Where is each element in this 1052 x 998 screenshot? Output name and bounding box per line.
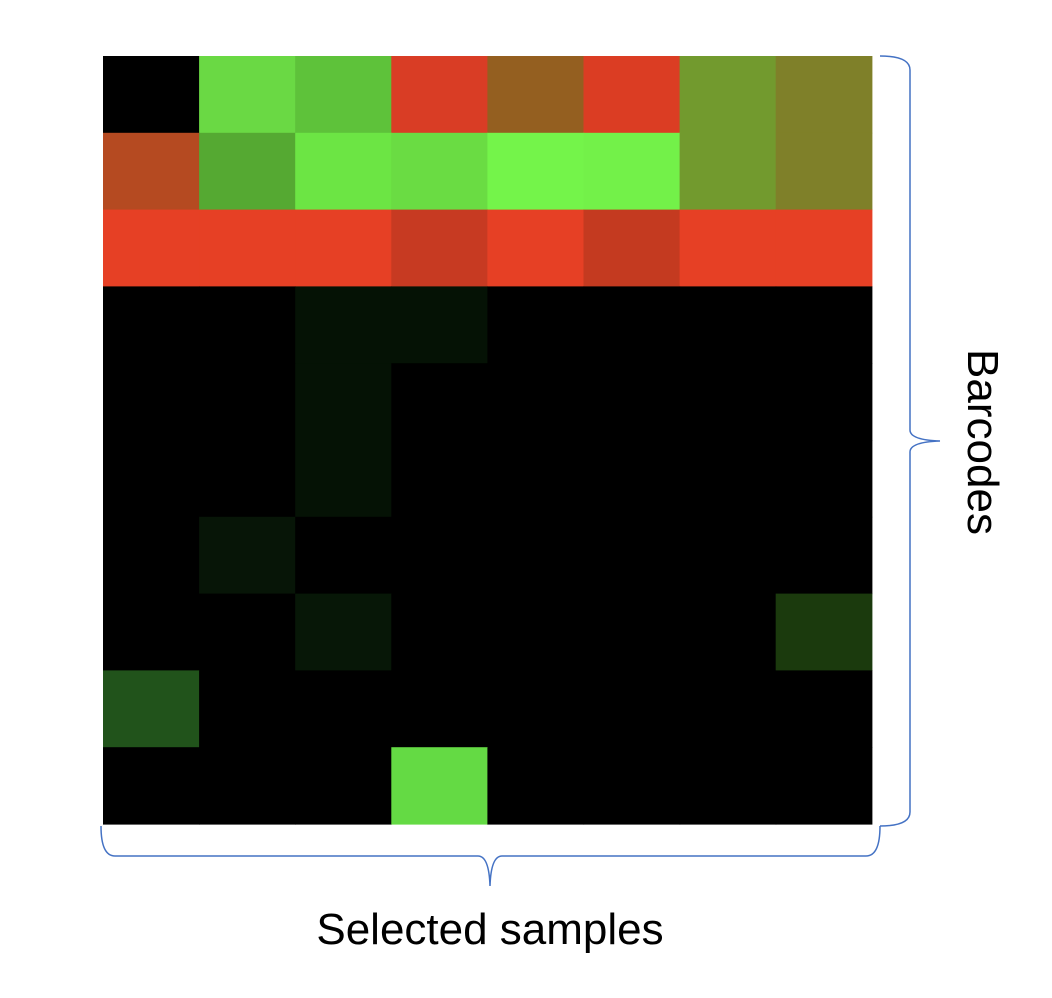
heatmap-cell-r6-c6 — [583, 440, 681, 518]
heatmap-cell-r6-c4 — [391, 440, 488, 518]
heatmap-cell-r2-c2 — [199, 132, 296, 211]
heatmap-cell-r8-c3 — [295, 593, 392, 671]
heatmap-cell-r10-c6 — [583, 747, 681, 825]
heatmap-cell-r7-c2 — [199, 516, 296, 595]
heatmap-cell-r6-c8 — [775, 440, 873, 518]
heatmap-cell-r9-c6 — [583, 670, 681, 748]
heatmap-cell-r5-c8 — [775, 363, 873, 441]
heatmap-cell-r10-c3 — [295, 747, 392, 825]
heatmap-cell-r8-c2 — [199, 593, 296, 671]
x-axis-label: Selected samples — [316, 905, 664, 954]
heatmap-cell-r10-c2 — [199, 747, 296, 825]
heatmap-cell-r2-c5 — [487, 132, 585, 211]
heatmap-cell-r7-c5 — [487, 516, 585, 595]
heatmap-cell-r7-c7 — [679, 516, 777, 595]
heatmap-cell-r6-c7 — [679, 440, 777, 518]
heatmap-cell-r6-c5 — [487, 440, 585, 518]
heatmap-cell-r4-c8 — [775, 286, 873, 364]
heatmap-cell-r1-c4 — [391, 56, 488, 134]
heatmap-cell-r1-c3 — [295, 56, 392, 134]
heatmap-cell-r4-c5 — [487, 286, 585, 364]
heatmap-cell-r5-c1 — [103, 363, 200, 441]
heatmap-cell-r2-c6 — [583, 132, 681, 211]
heatmap-cell-r7-c1 — [103, 516, 200, 595]
heatmap-cell-r10-c5 — [487, 747, 585, 825]
heatmap-cell-r3-c4 — [391, 209, 488, 287]
heatmap-cell-r4-c1 — [103, 286, 200, 364]
heatmap-cell-r8-c6 — [583, 593, 681, 671]
heatmap-cell-r7-c8 — [775, 516, 873, 595]
heatmap-cell-r7-c3 — [295, 516, 392, 595]
heatmap-cell-r7-c4 — [391, 516, 488, 595]
heatmap-cell-r8-c4 — [391, 593, 488, 671]
heatmap-cell-r5-c7 — [679, 363, 777, 441]
heatmap-cell-r1-c6 — [583, 56, 681, 134]
heatmap-cell-r9-c2 — [199, 670, 296, 748]
heatmap-cell-r5-c6 — [583, 363, 681, 441]
heatmap-cell-r4-c7 — [679, 286, 777, 364]
heatmap-cell-r3-c5 — [487, 209, 585, 287]
heatmap-cell-r5-c3 — [295, 363, 392, 441]
heatmap-cell-r5-c4 — [391, 363, 488, 441]
heatmap-cell-r4-c4 — [391, 286, 488, 364]
heatmap-cell-r3-c7 — [679, 209, 777, 287]
heatmap-cell-r6-c3 — [295, 440, 392, 518]
heatmap-grid — [103, 56, 873, 825]
y-axis-label: Barcodes — [958, 349, 1007, 535]
heatmap-cell-r3-c8 — [775, 209, 873, 287]
heatmap-cell-r2-c7 — [679, 132, 777, 211]
heatmap-cell-r10-c4 — [391, 747, 488, 825]
heatmap-cell-r3-c3 — [295, 209, 392, 287]
heatmap-cell-r9-c8 — [775, 670, 873, 748]
heatmap-cell-r8-c1 — [103, 593, 200, 671]
heatmap-cell-r9-c4 — [391, 670, 488, 748]
heatmap-cell-r3-c1 — [103, 209, 200, 287]
heatmap-cell-r9-c5 — [487, 670, 585, 748]
heatmap-cell-r8-c7 — [679, 593, 777, 671]
heatmap-cell-r6-c2 — [199, 440, 296, 518]
heatmap-cell-r4-c6 — [583, 286, 681, 364]
heatmap-cell-r1-c8 — [775, 56, 873, 134]
heatmap-cell-r4-c2 — [199, 286, 296, 364]
heatmap-cell-r9-c7 — [679, 670, 777, 748]
heatmap-cell-r3-c2 — [199, 209, 296, 287]
heatmap-cell-r2-c4 — [391, 132, 488, 211]
heatmap-cell-r10-c7 — [679, 747, 777, 825]
heatmap-cell-r4-c3 — [295, 286, 392, 364]
heatmap-cell-r3-c6 — [583, 209, 681, 287]
heatmap-cell-r7-c6 — [583, 516, 681, 595]
heatmap-cell-r2-c1 — [103, 132, 200, 211]
heatmap-cell-r1-c1 — [103, 56, 200, 134]
barcodes-brace — [879, 55, 941, 827]
heatmap-cell-r9-c1 — [103, 670, 200, 748]
heatmap-cell-r10-c1 — [103, 747, 200, 825]
heatmap-cell-r10-c8 — [775, 747, 873, 825]
heatmap-cell-r1-c7 — [679, 56, 777, 134]
heatmap-cell-r5-c5 — [487, 363, 585, 441]
heatmap-cell-r8-c5 — [487, 593, 585, 671]
selected-samples-brace — [100, 825, 881, 887]
heatmap-cell-r2-c8 — [775, 132, 873, 211]
heatmap-cell-r2-c3 — [295, 132, 392, 211]
heatmap-cell-r5-c2 — [199, 363, 296, 441]
heatmap-cell-r8-c8 — [775, 593, 873, 671]
heatmap-cell-r9-c3 — [295, 670, 392, 748]
heatmap-cell-r6-c1 — [103, 440, 200, 518]
heatmap-cell-r1-c5 — [487, 56, 585, 134]
heatmap-cell-r1-c2 — [199, 56, 296, 134]
